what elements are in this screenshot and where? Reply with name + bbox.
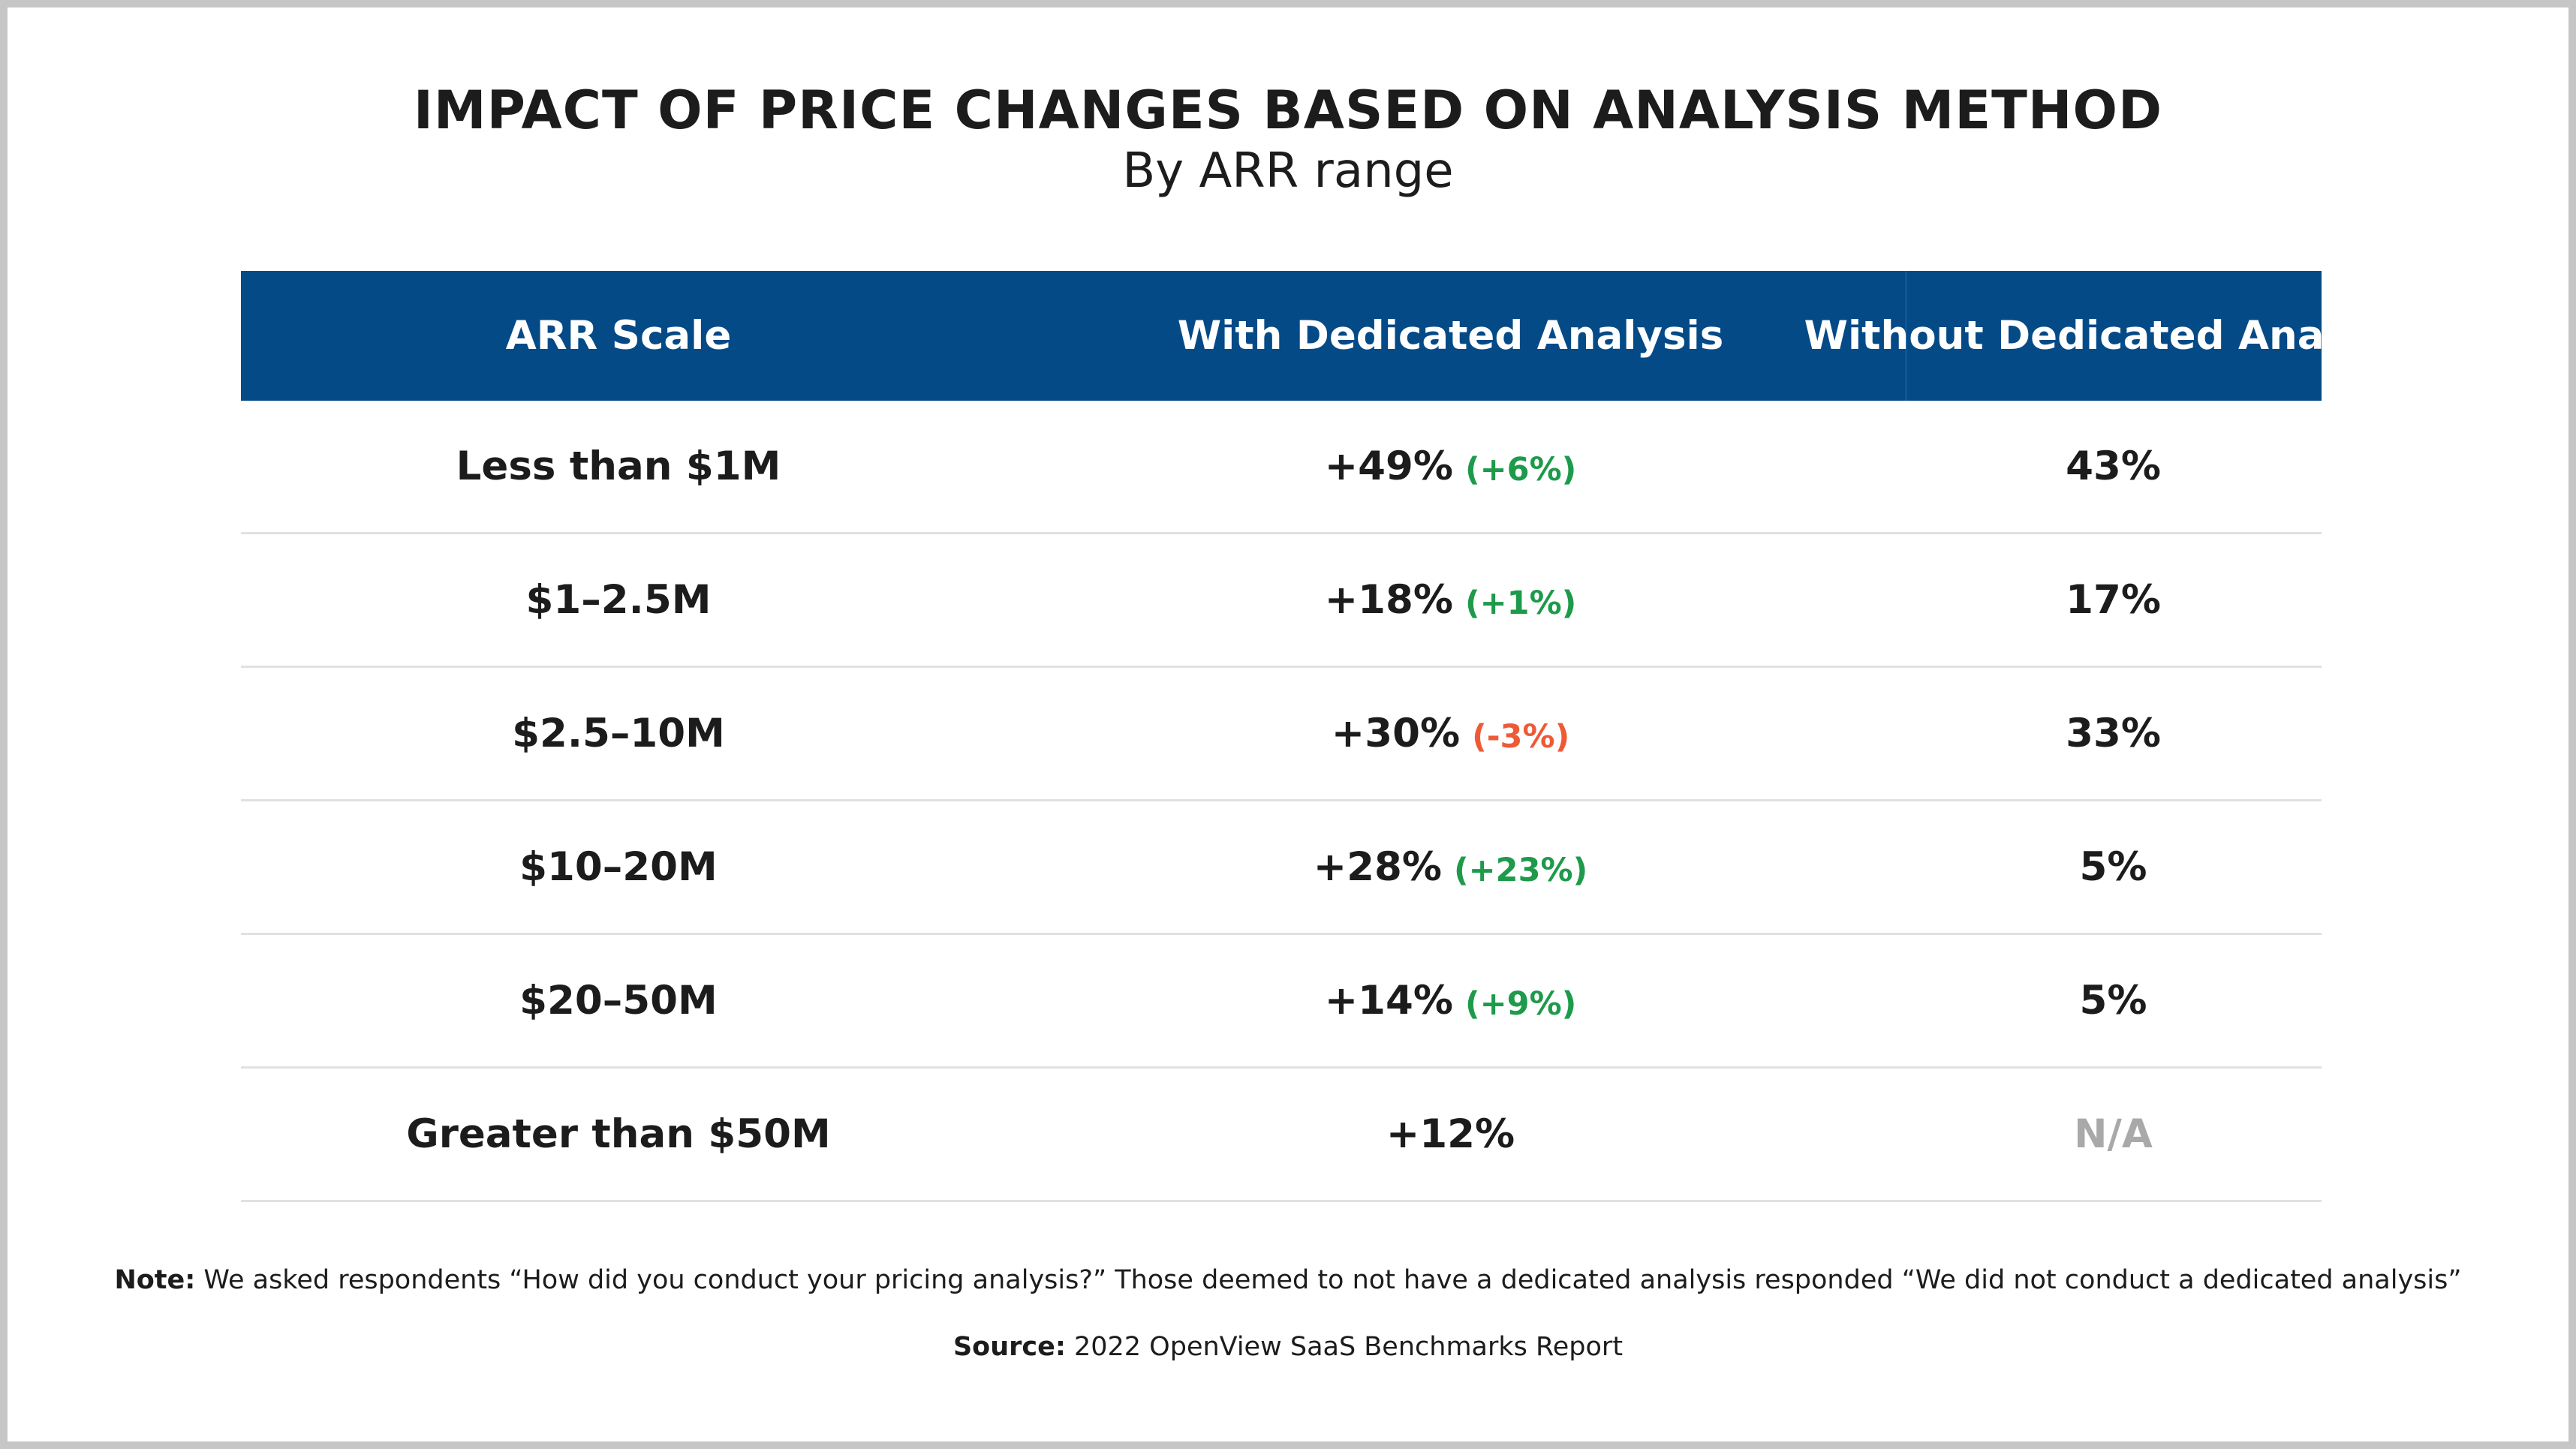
delta-value: (+1%) (1464, 584, 1577, 622)
table-row: $20–50M +14% (+9%) 5% (241, 935, 2322, 1069)
source-label: Source: (952, 1332, 1066, 1362)
comparison-table: ARR Scale With Dedicated Analysis Withou… (241, 271, 2425, 1202)
without-analysis-cell: N/A (2074, 1111, 2153, 1157)
arr-scale-cell: $10–20M (519, 844, 718, 890)
without-analysis-cell: 17% (2066, 577, 2161, 623)
without-analysis-cell: 33% (2066, 711, 2161, 756)
column-header-with-analysis: With Dedicated Analysis (1177, 313, 1724, 359)
arr-scale-cell: $20–50M (519, 978, 718, 1024)
with-analysis-cell: +30% (-3%) (996, 668, 1905, 799)
column-header-without-analysis: Without Dedicated Analysis (1804, 271, 2425, 401)
delta-value: (+6%) (1464, 450, 1577, 489)
delta-value: (+23%) (1454, 851, 1588, 889)
chart-title: IMPACT OF PRICE CHANGES BASED ON ANALYSI… (413, 80, 2163, 141)
arr-scale-cell: Less than $1M (456, 443, 781, 489)
column-header-arr-scale: ARR Scale (505, 313, 732, 359)
without-analysis-cell: 43% (2066, 443, 2161, 489)
delta-value: (+9%) (1464, 985, 1577, 1023)
arr-scale-cell: $1–2.5M (525, 577, 712, 623)
note-body: We asked respondents “How did you conduc… (195, 1265, 2462, 1295)
table-header: ARR Scale With Dedicated Analysis Withou… (241, 271, 2425, 401)
table-row: Greater than $50M +12% N/A (241, 1069, 2322, 1202)
with-analysis-value: +28% (1313, 844, 1442, 890)
table-body: Less than $1M +49% (+6%) 43% $1–2.5M +18% (+1%… (241, 401, 2322, 1202)
without-analysis-cell: 5% (2079, 978, 2147, 1024)
with-analysis-value: +12% (1386, 1111, 1515, 1157)
source-body: 2022 OpenView SaaS Benchmarks Report (1065, 1332, 1624, 1362)
with-analysis-value: +30% (1331, 711, 1461, 756)
with-analysis-value: +49% (1324, 443, 1453, 489)
source-text: Source: 2022 OpenView SaaS Benchmarks Re… (8, 1332, 2568, 1362)
with-analysis-cell: +18% (+1%) (996, 534, 1905, 666)
chart-subtitle: By ARR range (1122, 143, 1454, 199)
with-analysis-cell: +12% (996, 1069, 1905, 1200)
with-analysis-cell: +14% (+9%) (996, 935, 1905, 1066)
delta-value: (-3%) (1472, 717, 1570, 756)
note-text: Note: We asked respondents “How did you … (8, 1265, 2568, 1295)
arr-scale-cell: Greater than $50M (406, 1111, 831, 1157)
with-analysis-cell: +49% (+6%) (996, 401, 1905, 532)
table-row: $1–2.5M +18% (+1%) 17% (241, 534, 2322, 668)
note-label: Note: (114, 1265, 196, 1295)
table-row: Less than $1M +49% (+6%) 43% (241, 401, 2322, 534)
with-analysis-value: +14% (1324, 978, 1453, 1024)
with-analysis-value: +18% (1324, 577, 1453, 623)
with-analysis-cell: +28% (+23%) (996, 801, 1905, 933)
arr-scale-cell: $2.5–10M (512, 711, 725, 756)
without-analysis-cell: 5% (2079, 844, 2147, 890)
table-row: $2.5–10M +30% (-3%) 33% (241, 668, 2322, 801)
table-row: $10–20M +28% (+23%) 5% (241, 801, 2322, 935)
